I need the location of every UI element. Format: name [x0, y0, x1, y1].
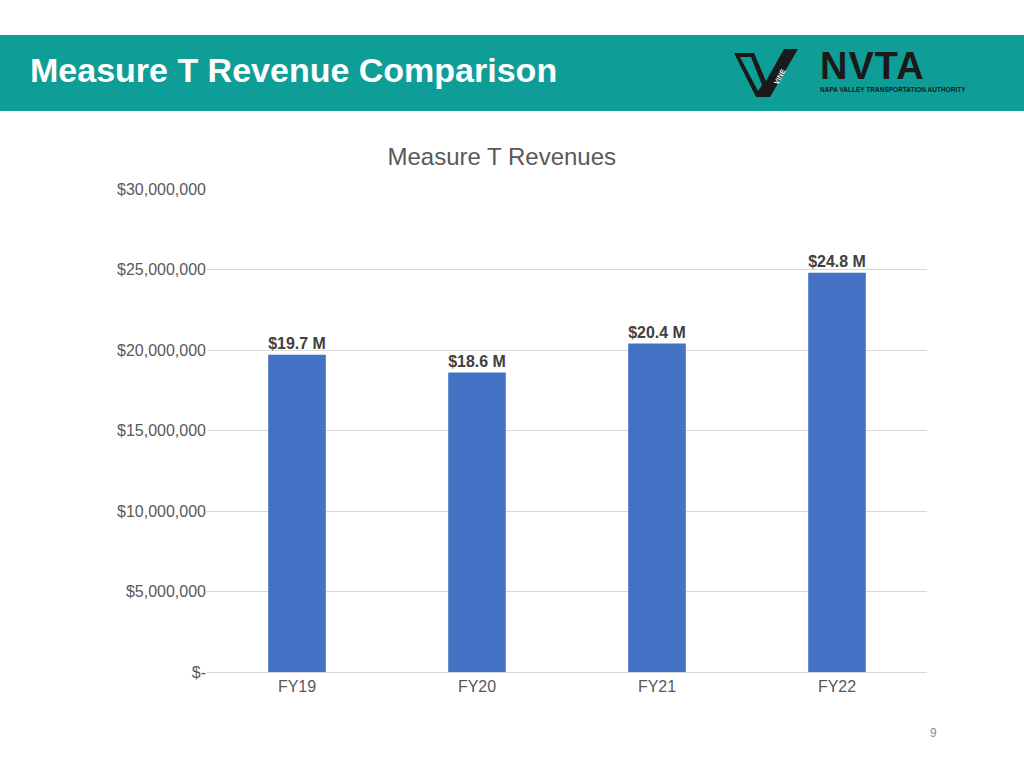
svg-text:Measure T Revenues: Measure T Revenues: [387, 143, 616, 170]
svg-text:$18.6 M: $18.6 M: [448, 353, 506, 370]
svg-text:$5,000,000: $5,000,000: [126, 583, 206, 600]
svg-text:$20.4 M: $20.4 M: [628, 324, 686, 341]
html-text:9: 9: [930, 726, 937, 740]
svg-text:$15,000,000: $15,000,000: [117, 422, 206, 439]
svg-text:$24.8 M: $24.8 M: [808, 253, 866, 270]
svg-text:$19.7 M: $19.7 M: [268, 335, 326, 352]
html-text:NAPA VALLEY TRANSPORTATION AUT: NAPA VALLEY TRANSPORTATION AUTHORITY: [820, 86, 966, 93]
svg-text:$-: $-: [192, 664, 206, 681]
html-text:NVTA: NVTA: [820, 45, 925, 87]
svg-text:VINE: VINE: [773, 67, 787, 85]
svg-text:$20,000,000: $20,000,000: [117, 342, 206, 359]
svg-text:FY21: FY21: [638, 678, 676, 695]
html-text:Measure T Revenue Comparison: Measure T Revenue Comparison: [30, 51, 558, 89]
svg-text:$10,000,000: $10,000,000: [117, 503, 206, 520]
svg-text:FY22: FY22: [818, 678, 856, 695]
svg-text:FY19: FY19: [278, 678, 316, 695]
svg-text:FY20: FY20: [458, 678, 496, 695]
svg-text:$25,000,000: $25,000,000: [117, 261, 206, 278]
svg-text:$30,000,000: $30,000,000: [117, 181, 206, 198]
